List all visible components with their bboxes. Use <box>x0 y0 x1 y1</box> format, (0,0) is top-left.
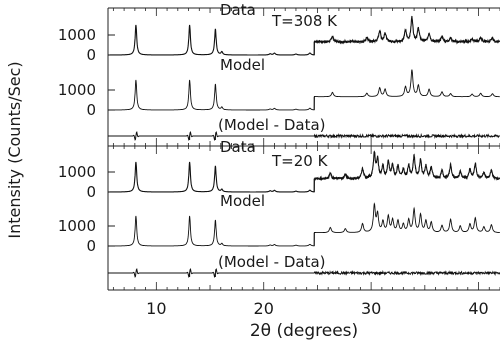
plot-area: 10 20 30 40 T=308 K Data 0 1000 Model 0 1000 (Model… <box>58 1 500 318</box>
y-tick-label: 1000 <box>58 26 96 44</box>
series-label: Data <box>220 138 256 156</box>
series-label: (Model - Data) <box>218 116 326 134</box>
data-curve <box>108 150 500 193</box>
y-tick-label: 0 <box>86 237 96 255</box>
data-curve <box>108 15 500 56</box>
y-tick-label: 1000 <box>58 163 96 181</box>
series-label: (Model - Data) <box>218 253 326 271</box>
difference-curve <box>108 268 500 278</box>
model-curve <box>108 202 500 247</box>
panel-temperature-label: T=20 K <box>271 152 329 170</box>
x-tick-label: 20 <box>254 299 274 318</box>
panel-temperature-label: T=308 K <box>271 12 338 30</box>
x-axis-label: 2θ (degrees) <box>250 321 358 341</box>
difference-curve <box>108 131 500 141</box>
x-tick-label: 30 <box>361 299 381 318</box>
model-curve <box>108 69 500 111</box>
series-label: Data <box>220 1 256 19</box>
series-label: Model <box>220 192 265 210</box>
series-label: Model <box>220 56 265 74</box>
x-tick-label: 40 <box>468 299 488 318</box>
y-tick-label: 0 <box>86 46 96 64</box>
y-tick-label: 0 <box>86 183 96 201</box>
x-tick-label: 10 <box>146 299 166 318</box>
y-tick-label: 1000 <box>58 217 96 235</box>
y-tick-label: 0 <box>86 101 96 119</box>
y-tick-label: 1000 <box>58 81 96 99</box>
y-axis-label: Intensity (Counts/Sec) <box>5 61 24 238</box>
